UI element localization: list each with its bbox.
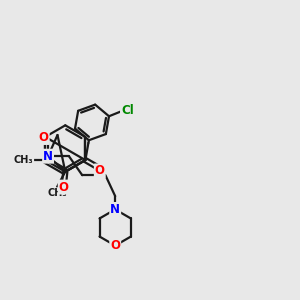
Text: CH₃: CH₃ [14, 154, 33, 164]
Text: O: O [95, 164, 105, 177]
Text: O: O [59, 181, 69, 194]
Text: N: N [110, 203, 120, 216]
Text: Cl: Cl [121, 104, 134, 117]
Text: O: O [110, 239, 120, 252]
Text: O: O [39, 131, 49, 144]
Text: N: N [43, 150, 53, 163]
Text: CH₃: CH₃ [47, 188, 67, 198]
